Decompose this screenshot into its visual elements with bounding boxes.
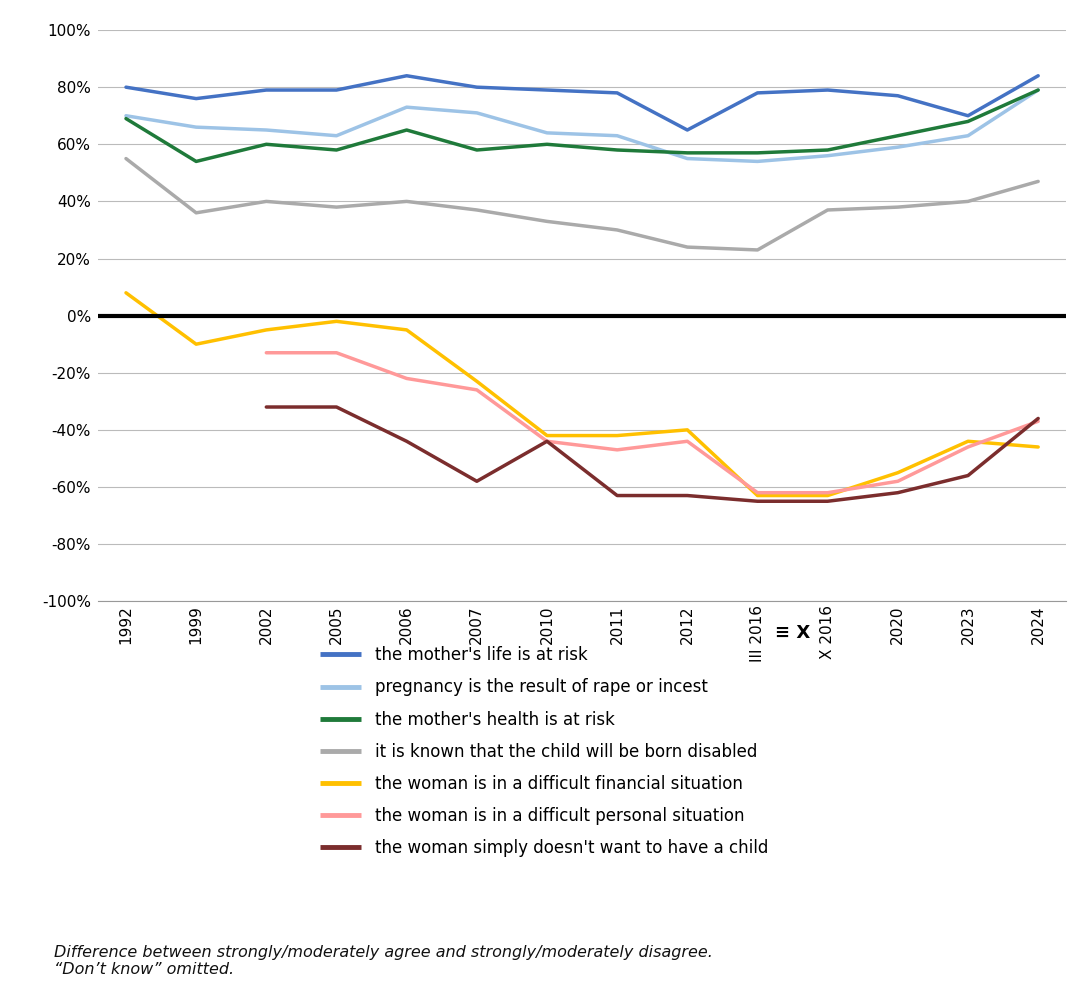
Legend: the mother's life is at risk, pregnancy is the result of rape or incest, the mot: the mother's life is at risk, pregnancy … bbox=[313, 639, 775, 864]
Text: ≡ X: ≡ X bbox=[775, 624, 811, 642]
Text: Difference between strongly/moderately agree and strongly/moderately disagree.
“: Difference between strongly/moderately a… bbox=[54, 945, 714, 977]
